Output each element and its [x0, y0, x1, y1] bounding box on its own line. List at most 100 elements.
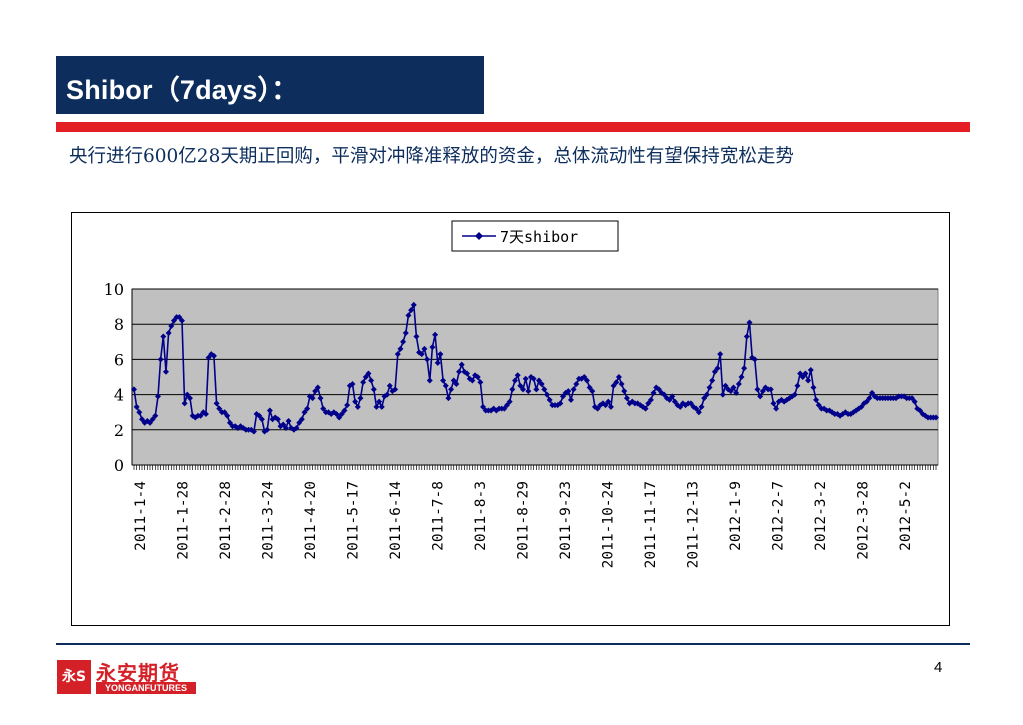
footer-divider	[56, 643, 970, 645]
data-point	[757, 393, 764, 400]
data-point	[400, 338, 407, 345]
x-tick-label: 2012-1-9	[728, 481, 744, 551]
page-number: 4	[934, 659, 943, 676]
x-tick-label: 2012-3-28	[856, 481, 872, 560]
data-point	[522, 375, 529, 382]
data-point	[162, 368, 169, 375]
data-point	[623, 395, 630, 402]
data-point	[512, 377, 519, 384]
data-point	[842, 409, 849, 416]
data-point	[170, 317, 177, 324]
data-point	[157, 356, 164, 363]
data-point	[341, 407, 348, 414]
data-point	[866, 395, 873, 402]
data-point	[344, 402, 351, 409]
data-point	[706, 384, 713, 391]
data-point	[583, 377, 590, 384]
data-point	[746, 319, 753, 326]
x-tick-label: 2011-1-28	[176, 481, 192, 560]
data-point	[602, 402, 609, 409]
data-point	[701, 395, 708, 402]
x-tick-label: 2011-10-24	[601, 481, 617, 569]
data-point	[586, 384, 593, 391]
data-point	[192, 414, 199, 421]
data-point	[501, 405, 508, 412]
data-point	[450, 377, 457, 384]
data-point	[440, 377, 447, 384]
data-point	[642, 405, 649, 412]
data-point	[754, 386, 761, 393]
data-point	[205, 354, 212, 361]
data-point	[525, 388, 532, 395]
data-point	[647, 396, 654, 403]
data-point	[352, 398, 359, 405]
data-point	[727, 388, 734, 395]
data-point	[911, 398, 918, 405]
data-point	[810, 384, 817, 391]
data-point	[863, 398, 870, 405]
data-point	[133, 403, 140, 410]
data-point	[773, 405, 780, 412]
company-name-cn: 永安期货	[96, 661, 180, 685]
data-point	[589, 388, 596, 395]
company-logo-icon: 永S	[57, 660, 91, 694]
data-point	[144, 418, 151, 424]
data-point	[317, 395, 324, 402]
data-point	[797, 370, 804, 377]
page-title: Shibor（7days）：	[66, 75, 299, 105]
data-point	[743, 333, 750, 340]
data-point	[189, 412, 196, 419]
x-tick-label: 2011-7-8	[431, 481, 447, 551]
company-name-en: YONGANFUTURES	[96, 682, 196, 694]
data-point	[453, 381, 460, 388]
data-point	[573, 381, 580, 388]
legend-label: 7天shibor	[500, 228, 578, 246]
data-point	[304, 405, 311, 412]
data-point	[176, 314, 183, 321]
data-point	[360, 379, 367, 386]
data-point	[154, 393, 161, 400]
y-tick-label: 10	[104, 280, 124, 299]
data-point	[559, 393, 566, 400]
data-point	[669, 393, 676, 400]
data-point	[418, 351, 425, 358]
data-point	[722, 382, 729, 389]
data-point	[320, 405, 327, 412]
data-point	[394, 351, 401, 358]
data-point	[695, 409, 702, 416]
data-point	[466, 375, 473, 382]
data-point	[445, 395, 452, 402]
x-tick-label: 2012-3-2	[813, 481, 829, 551]
data-point	[703, 391, 710, 398]
data-point	[741, 365, 748, 372]
data-point	[296, 419, 303, 426]
data-point	[917, 407, 924, 414]
data-point	[799, 374, 806, 380]
header-divider	[56, 122, 970, 132]
y-tick-label: 0	[114, 456, 124, 475]
data-point	[538, 381, 545, 388]
data-point	[709, 377, 716, 384]
data-point	[405, 312, 412, 319]
data-point	[138, 416, 145, 423]
x-tick-label: 2012-2-7	[771, 481, 787, 551]
data-point	[365, 370, 372, 377]
data-point	[546, 396, 553, 403]
data-point	[735, 381, 742, 388]
data-point	[829, 409, 836, 416]
data-point	[533, 386, 540, 393]
data-point	[480, 403, 487, 410]
data-point	[184, 391, 191, 398]
data-point	[402, 330, 409, 336]
data-point	[429, 344, 436, 351]
title-banner: Shibor（7days）：	[56, 56, 484, 114]
data-point	[834, 410, 841, 417]
data-point	[615, 374, 622, 380]
data-point	[197, 412, 204, 419]
data-point	[520, 386, 527, 393]
data-point	[200, 409, 207, 416]
data-point	[202, 410, 209, 417]
data-point	[314, 384, 321, 391]
data-point	[607, 403, 614, 410]
x-tick-label: 2011-9-23	[558, 481, 574, 560]
